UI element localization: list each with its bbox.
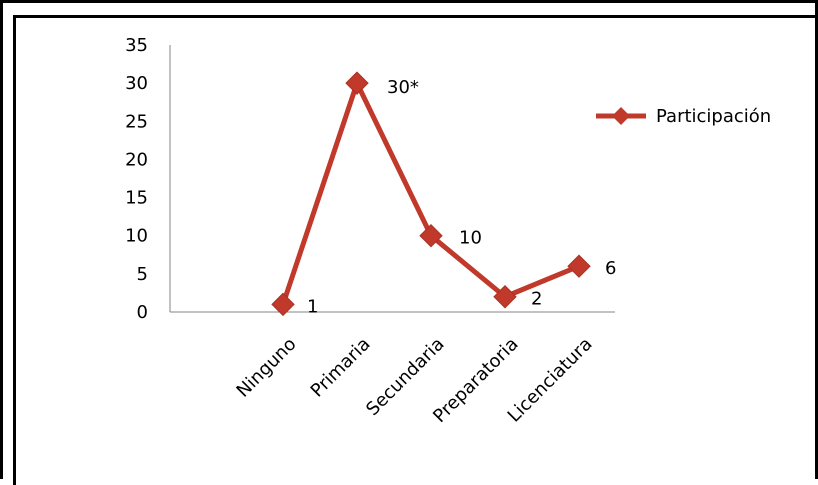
- data-label: 6: [605, 258, 616, 279]
- data-labels: 1 30* 10 2 6: [307, 77, 616, 317]
- y-tick-label: 30: [125, 73, 148, 94]
- data-label: 2: [531, 289, 542, 310]
- series-line: [280, 80, 582, 307]
- y-tick-label: 10: [125, 226, 148, 247]
- data-label: 30*: [387, 77, 419, 98]
- data-label: 10: [459, 228, 482, 249]
- legend: Participación: [596, 106, 771, 127]
- legend-marker-icon: [612, 107, 630, 125]
- x-tick-label: Primaria: [307, 334, 375, 402]
- data-point-marker: [345, 71, 369, 95]
- y-tick-label: 5: [137, 264, 148, 285]
- y-tick-label: 15: [125, 188, 148, 209]
- data-point-marker: [271, 292, 295, 317]
- x-axis: Ninguno PrimariaSecundariaPreparatoriaLic…: [170, 311, 615, 427]
- data-point-marker: [419, 224, 443, 248]
- legend-label: Participación: [656, 106, 771, 127]
- series-participacion: [271, 71, 591, 317]
- y-tick-label: 20: [125, 149, 148, 170]
- x-tick-label: Ninguno: [233, 334, 301, 402]
- inner-frame: [13, 15, 816, 485]
- y-tick-label: 35: [125, 35, 148, 56]
- y-axis: 0 5 10 15 20 25 30 35: [125, 35, 171, 323]
- data-point-marker: [567, 254, 591, 278]
- y-tick-label: 0: [137, 302, 148, 323]
- data-point-marker: [493, 285, 517, 309]
- y-tick-label: 25: [125, 111, 148, 132]
- data-label: 1: [307, 296, 318, 317]
